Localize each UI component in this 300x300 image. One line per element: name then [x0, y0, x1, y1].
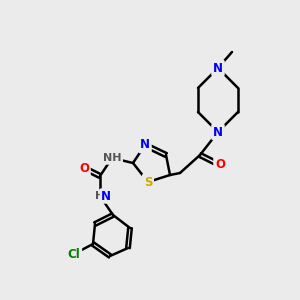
Text: S: S — [144, 176, 152, 188]
Text: Cl: Cl — [68, 248, 80, 260]
Text: O: O — [79, 161, 89, 175]
Text: O: O — [215, 158, 225, 172]
Text: N: N — [101, 190, 111, 202]
Text: NH: NH — [103, 153, 121, 163]
Text: H: H — [95, 191, 105, 201]
Text: N: N — [140, 139, 150, 152]
Text: N: N — [213, 125, 223, 139]
Text: N: N — [213, 61, 223, 74]
